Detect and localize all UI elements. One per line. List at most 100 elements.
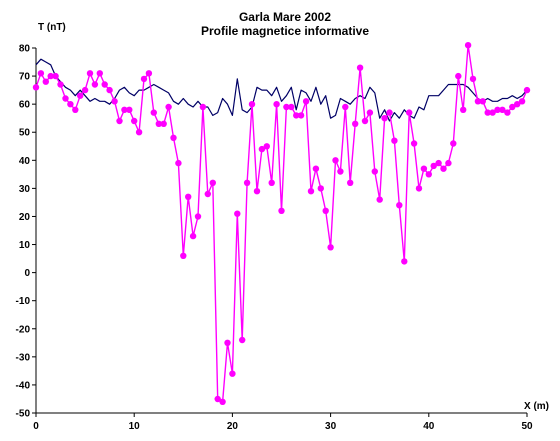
series-2-point: [77, 92, 84, 99]
series-2-point: [67, 101, 74, 108]
y-tick-label: 50: [19, 128, 31, 139]
series-2-point: [96, 70, 104, 77]
series-2-point: [175, 159, 182, 167]
series-2-point: [160, 120, 167, 128]
series-2-point: [86, 70, 94, 77]
series-2-point: [450, 140, 457, 147]
series-2-point: [52, 72, 59, 80]
series-2-point: [391, 137, 398, 144]
series-2-point: [420, 165, 428, 172]
series-2-point: [440, 165, 447, 172]
series-2-point: [170, 134, 177, 141]
series-2-point: [322, 207, 329, 214]
series-2-point: [72, 106, 79, 114]
y-tick-label: 30: [19, 184, 31, 195]
series-2-point: [199, 103, 207, 111]
series-2-point: [135, 129, 143, 136]
series-2-point: [474, 98, 482, 105]
series-2-point: [327, 244, 334, 251]
series-2-point: [47, 72, 54, 80]
series-2-point: [518, 98, 526, 105]
y-tick-label: 70: [19, 72, 31, 83]
series-2-point: [332, 157, 339, 164]
series-2-point: [189, 232, 197, 240]
series-2-point: [111, 98, 118, 105]
series-2-point: [283, 103, 290, 111]
series-2-point: [214, 395, 221, 403]
x-tick-label: 40: [423, 421, 435, 432]
x-tick-label: 30: [325, 421, 337, 432]
series-2-point: [32, 84, 40, 91]
series-2-point: [489, 109, 496, 116]
series-2-point: [406, 109, 413, 116]
series-2-point: [514, 101, 521, 108]
series-2-point: [57, 81, 64, 88]
series-2-point: [219, 398, 226, 405]
series-2-point: [194, 213, 202, 220]
series-2-point: [101, 81, 108, 88]
axes: -50 -40 -30 -20 -10 0 10 20 30 40 50 60 70 80 0 10 20 30 4…: [16, 44, 533, 433]
series-2-point: [42, 78, 49, 85]
series-2-point: [435, 159, 442, 167]
series-2-point: [479, 98, 486, 105]
series-2-point: [342, 103, 349, 111]
y-tick-label: 40: [19, 156, 31, 167]
series-2-point: [121, 106, 128, 114]
series-2-point: [302, 98, 310, 105]
y-tick-label: 80: [19, 44, 31, 55]
series-2-point: [243, 179, 251, 186]
series-2-point: [410, 140, 418, 147]
series-2-point: [307, 188, 315, 195]
series-2-point: [145, 70, 153, 77]
series-2-point: [234, 210, 241, 217]
series-2-point: [268, 179, 275, 186]
series-2-point: [460, 106, 467, 114]
series-2-point: [361, 117, 369, 125]
y-tick-label: 0: [24, 268, 30, 279]
series-2-point: [180, 252, 187, 259]
series-2-point: [273, 101, 280, 108]
series-2-point: [116, 117, 123, 125]
series-2-point: [396, 202, 403, 209]
series-2-point: [91, 81, 99, 88]
y-tick-label: -30: [16, 352, 31, 363]
chart-title: Garla Mare 2002: [239, 10, 331, 24]
series-2-point: [376, 196, 383, 203]
series-2-point: [106, 86, 113, 94]
series-2-point: [224, 339, 231, 346]
series-2-point: [352, 120, 359, 128]
y-tick-label: -40: [16, 380, 31, 391]
y-tick-label: -50: [16, 409, 31, 420]
series-2-point: [165, 103, 172, 111]
series-2-point: [229, 370, 236, 377]
y-tick-label: 20: [19, 212, 31, 223]
y-tick-label: -20: [16, 324, 31, 335]
series-2-point: [288, 103, 295, 111]
x-axis-label: X (m): [524, 401, 549, 412]
series-2-point: [366, 109, 374, 116]
series-1-line: [35, 58, 528, 122]
series-2-point: [263, 143, 270, 150]
series-2-point: [347, 179, 354, 186]
series-2-point: [401, 258, 408, 265]
series-2-point: [469, 75, 477, 83]
series-2-point: [455, 72, 462, 80]
series-2-point: [253, 188, 261, 195]
series-2-point: [258, 145, 266, 153]
x-tick-label: 10: [129, 421, 141, 432]
series-2-point: [445, 159, 452, 167]
series-2-point: [278, 207, 285, 214]
series-2-point: [504, 109, 511, 116]
x-tick-label: 0: [33, 421, 39, 432]
series-2-point: [37, 70, 45, 77]
series-2-point: [337, 168, 344, 175]
series-2-point: [371, 168, 378, 175]
series-2-point: [126, 106, 133, 114]
series-2-point: [499, 106, 506, 114]
series-2-point: [356, 64, 364, 71]
series-2-point: [430, 162, 437, 170]
series-2-point: [425, 171, 432, 178]
plot-area: [32, 42, 531, 405]
series-2-point: [185, 193, 192, 200]
